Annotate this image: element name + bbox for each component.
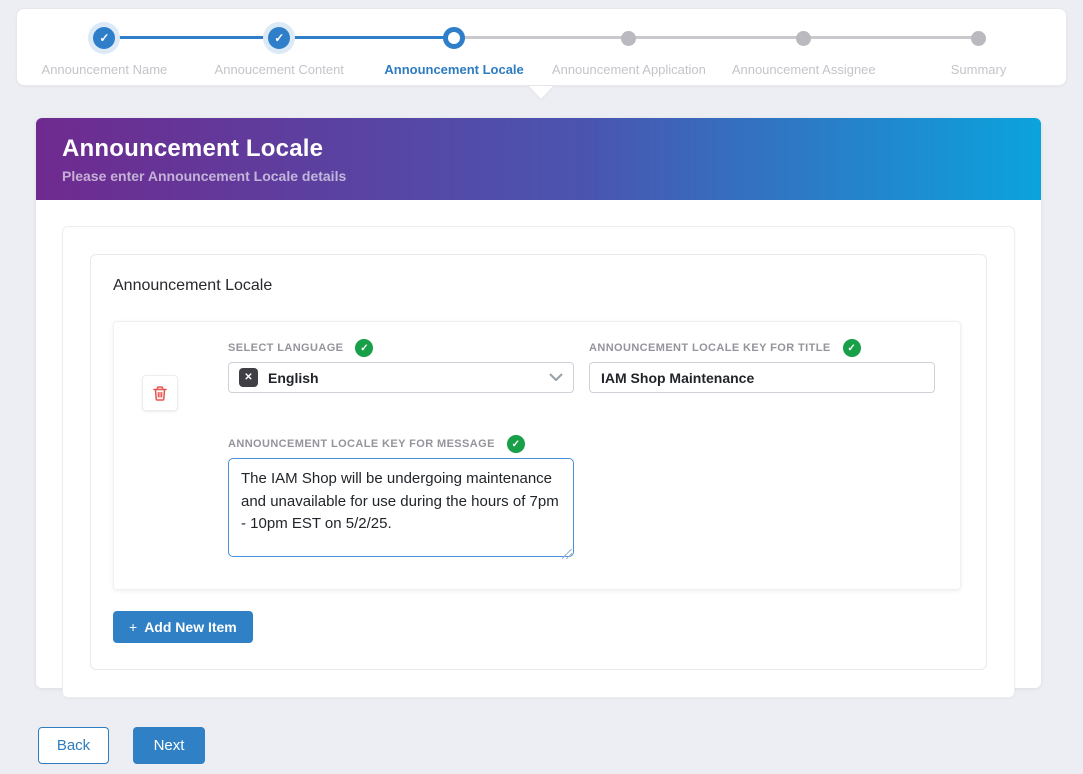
- stepper-connector: [104, 36, 280, 39]
- back-button[interactable]: Back: [38, 727, 109, 764]
- step-announcement-content[interactable]: ✓ Annoucement Content: [192, 24, 367, 85]
- pending-step-circle-icon: [621, 30, 637, 46]
- stepper-connector: [628, 36, 804, 39]
- stepper-pointer-arrow: [529, 86, 553, 99]
- next-button[interactable]: Next: [133, 727, 205, 764]
- pending-step-circle-icon: [796, 30, 812, 46]
- step-label: Summary: [950, 62, 1007, 77]
- message-key-label: ANNOUNCEMENT LOCALE KEY FOR MESSAGE: [228, 438, 495, 450]
- check-icon: ✓: [93, 27, 116, 49]
- add-new-item-button[interactable]: + Add New Item: [113, 611, 253, 643]
- textarea-resize-handle-icon[interactable]: [562, 549, 572, 559]
- panel-header: Announcement Locale Please enter Announc…: [36, 118, 1041, 200]
- plus-icon: +: [129, 619, 138, 635]
- delete-item-button[interactable]: [142, 375, 178, 411]
- form-outer-card: Announcement Locale: [62, 226, 1015, 698]
- wizard-stepper: ✓ Announcement Name ✓ Annoucement Conten…: [16, 8, 1067, 86]
- step-label: Announcement Locale: [384, 62, 524, 77]
- step-label: Announcement Assignee: [731, 62, 876, 77]
- locale-item-row: SELECT LANGUAGE ✓ ✕ English: [113, 321, 961, 590]
- page-subtitle: Please enter Announcement Locale details: [62, 168, 347, 184]
- step-announcement-assignee[interactable]: Announcement Assignee: [716, 24, 891, 85]
- trash-icon: [153, 385, 167, 401]
- pending-step-circle-icon: [971, 30, 987, 46]
- page-title: Announcement Locale: [62, 135, 324, 162]
- step-summary[interactable]: Summary: [891, 24, 1066, 85]
- valid-check-icon: ✓: [842, 339, 861, 357]
- chevron-down-icon: [549, 373, 563, 381]
- language-select[interactable]: ✕ English: [228, 362, 574, 393]
- section-heading: Announcement Locale: [113, 277, 273, 294]
- stepper-connector: [279, 36, 455, 39]
- step-label: Announcement Application: [551, 62, 706, 77]
- title-key-input[interactable]: [589, 362, 935, 393]
- active-step-circle-icon: [443, 27, 466, 49]
- language-selected-value: English: [268, 369, 319, 386]
- title-key-label: ANNOUNCEMENT LOCALE KEY FOR TITLE: [589, 342, 831, 354]
- check-icon: ✓: [268, 27, 291, 49]
- valid-check-icon: ✓: [506, 435, 525, 453]
- remove-language-tag-icon[interactable]: ✕: [239, 368, 258, 387]
- announcement-locale-panel: Announcement Locale Please enter Announc…: [36, 118, 1041, 698]
- valid-check-icon: ✓: [355, 339, 374, 357]
- add-new-item-label: Add New Item: [144, 619, 237, 635]
- step-announcement-locale[interactable]: Announcement Locale: [367, 24, 542, 85]
- stepper-connector: [454, 36, 629, 39]
- step-label: Announcement Name: [41, 62, 168, 77]
- step-announcement-name[interactable]: ✓ Announcement Name: [17, 24, 192, 85]
- form-inner-card: Announcement Locale: [90, 254, 987, 670]
- select-language-label: SELECT LANGUAGE: [228, 342, 344, 354]
- step-label: Annoucement Content: [214, 62, 344, 77]
- stepper-connector: [803, 36, 979, 39]
- message-key-textarea[interactable]: The IAM Shop will be undergoing maintena…: [228, 458, 574, 557]
- step-announcement-application[interactable]: Announcement Application: [541, 24, 716, 85]
